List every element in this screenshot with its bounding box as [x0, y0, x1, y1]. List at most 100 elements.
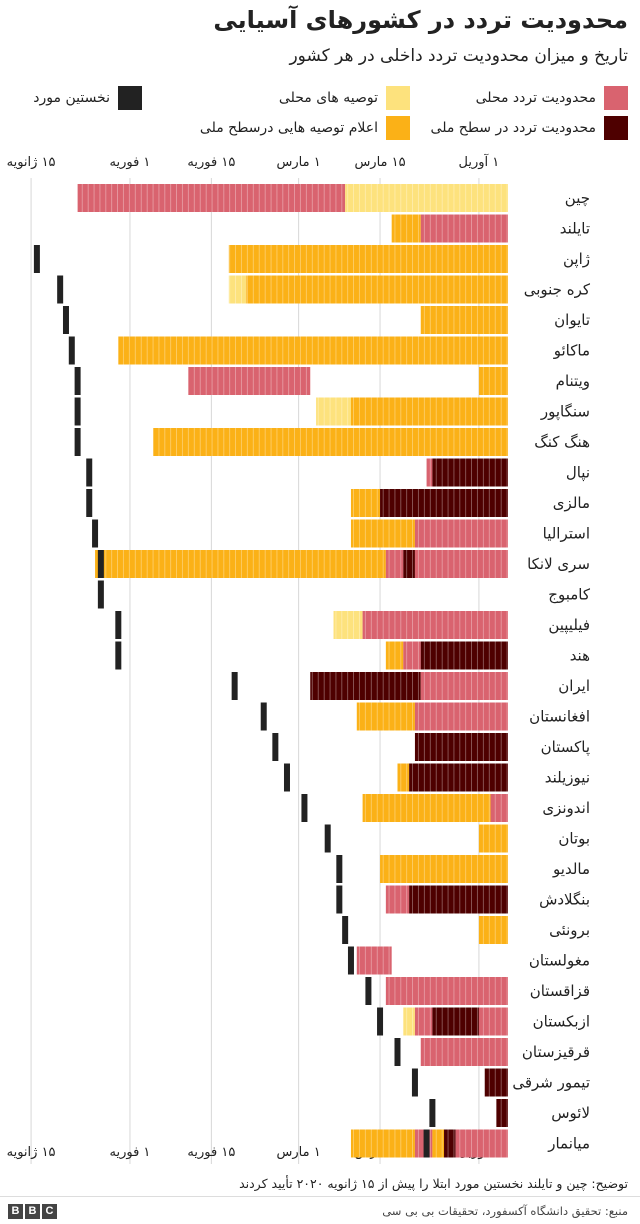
tick-label-top: ۱۵ مارس: [354, 155, 405, 170]
bar-segment-stripes: [118, 336, 508, 365]
legend-label-national-restriction: محدودیت تردد در سطح ملی: [430, 120, 596, 136]
country-label: پاکستان: [541, 738, 590, 757]
legend-swatch-local-restriction: [604, 86, 628, 110]
bar-segment-stripes: [478, 916, 508, 944]
country-label: تایلند: [560, 220, 590, 238]
country-label: میانمار: [547, 1135, 590, 1153]
country-label: سری لانکا: [527, 555, 590, 573]
tick-label-bottom: ۱ فوریه: [109, 1145, 150, 1160]
footer-divider: [0, 1196, 640, 1197]
first-case-marker: [272, 733, 279, 761]
legend-swatch-local-recommendation: [386, 86, 410, 110]
legend-national-restriction: محدودیت تردد در سطح ملی: [431, 116, 628, 140]
first-case-marker: [260, 702, 267, 731]
bar-segment-stripes: [414, 733, 508, 761]
country-label: ازبکستان: [533, 1013, 590, 1031]
first-case-marker: [301, 794, 308, 822]
bbc-logo-letter: B: [8, 1204, 23, 1219]
first-case-marker: [74, 397, 81, 426]
legend-swatch-national-recommendation: [386, 116, 410, 140]
country-label: ایران: [558, 677, 590, 695]
bar-segment-stripes: [350, 397, 508, 426]
country-label: ماکائو: [553, 342, 590, 360]
country-label: استرالیا: [543, 525, 590, 543]
country-label: مالزی: [553, 494, 590, 512]
legend-local-restriction: محدودیت تردد محلی: [476, 86, 628, 110]
footnote: توضیح: چین و تایلند نخستین مورد ابتلا را…: [239, 1176, 628, 1191]
bar-segment-stripes: [432, 1007, 479, 1036]
first-case-marker: [62, 306, 69, 334]
country-label: کامبوج: [548, 586, 591, 605]
bar-segment-stripes: [432, 1129, 445, 1158]
first-case-marker: [86, 489, 93, 517]
country-label: هنگ کنگ: [534, 433, 590, 451]
first-case-marker: [97, 550, 104, 578]
legend-national-recommendation: اعلام توصیه هایی درسطح ملی: [200, 116, 410, 140]
legend-swatch-first-case: [118, 86, 142, 110]
first-case-marker: [92, 519, 99, 548]
bar-segment-stripes: [77, 184, 346, 212]
country-label: ویتنام: [556, 372, 590, 390]
bar-segment-stripes: [420, 1038, 508, 1066]
country-label: برونئی: [549, 921, 590, 939]
legend-label-first-case: نخستین مورد: [33, 90, 110, 106]
bar-segment-stripes: [228, 245, 509, 273]
first-case-marker: [57, 275, 64, 304]
tick-label-top: ۱ مارس: [277, 155, 321, 170]
first-case-marker: [97, 580, 104, 609]
country-label: ژاپن: [563, 250, 590, 269]
bar-segment-stripes: [385, 550, 404, 578]
chart-subtitle: تاریخ و میزان محدودیت تردد داخلی در هر ک…: [289, 46, 628, 66]
first-case-marker: [429, 1099, 436, 1127]
bar-segment-stripes: [350, 489, 381, 517]
tick-label-top: ۱۵ ژانویه: [7, 155, 56, 170]
first-case-marker: [324, 824, 331, 853]
bar-segment-stripes: [345, 184, 508, 212]
country-label: نیوزیلند: [545, 769, 590, 787]
country-label: قرقیزستان: [522, 1043, 590, 1061]
bar-segment-stripes: [414, 550, 508, 578]
bar-segment-stripes: [333, 611, 363, 639]
bar-segment-stripes: [385, 641, 404, 670]
first-case-marker: [377, 1007, 384, 1036]
bar-segment-stripes: [397, 763, 410, 792]
tick-label-top: ۱ آوریل: [459, 153, 500, 170]
first-case-marker: [365, 977, 372, 1005]
bar-segment-stripes: [362, 611, 508, 639]
bar-segment-stripes: [409, 885, 508, 914]
bar-segment-stripes: [310, 672, 421, 700]
legend-local-recommendation: توصیه های محلی: [279, 86, 410, 110]
bar-segment-stripes: [153, 428, 508, 456]
first-case-marker: [74, 367, 81, 395]
first-case-marker: [394, 1038, 401, 1066]
tick-label-top: ۱۵ فوریه: [187, 155, 235, 170]
bar-segment-stripes: [444, 1129, 456, 1158]
first-case-marker: [115, 611, 122, 639]
bar-segment-stripes: [420, 306, 508, 334]
bar-segment-stripes: [385, 885, 410, 914]
bbc-logo-letter: B: [25, 1204, 40, 1219]
bar-segment-stripes: [490, 794, 508, 822]
country-label: مغولستان: [529, 952, 590, 970]
bar-segment-stripes: [496, 1099, 508, 1127]
bar-segment-stripes: [403, 1007, 415, 1036]
bar-segment-stripes: [356, 702, 415, 731]
bar-segment-stripes: [356, 946, 392, 975]
legend-swatch-national-restriction: [604, 116, 628, 140]
first-case-marker: [336, 885, 343, 914]
bar-segment-stripes: [362, 794, 491, 822]
legend-label-local-restriction: محدودیت تردد محلی: [475, 90, 596, 106]
country-label: مالدیو: [552, 860, 590, 878]
bar-segment-stripes: [385, 977, 508, 1005]
country-label: کره جنوبی: [524, 281, 591, 299]
bar-segment-stripes: [188, 367, 311, 395]
first-case-marker: [231, 672, 238, 700]
bar-segment-stripes: [228, 275, 247, 304]
bar-segment-stripes: [380, 489, 508, 517]
first-case-marker: [33, 245, 40, 273]
bbc-logo: B B C: [8, 1204, 57, 1219]
country-label: اندونزی: [542, 799, 590, 817]
tick-label-bottom: ۱ مارس: [277, 1145, 321, 1160]
country-label: بنگلادش: [539, 891, 590, 909]
